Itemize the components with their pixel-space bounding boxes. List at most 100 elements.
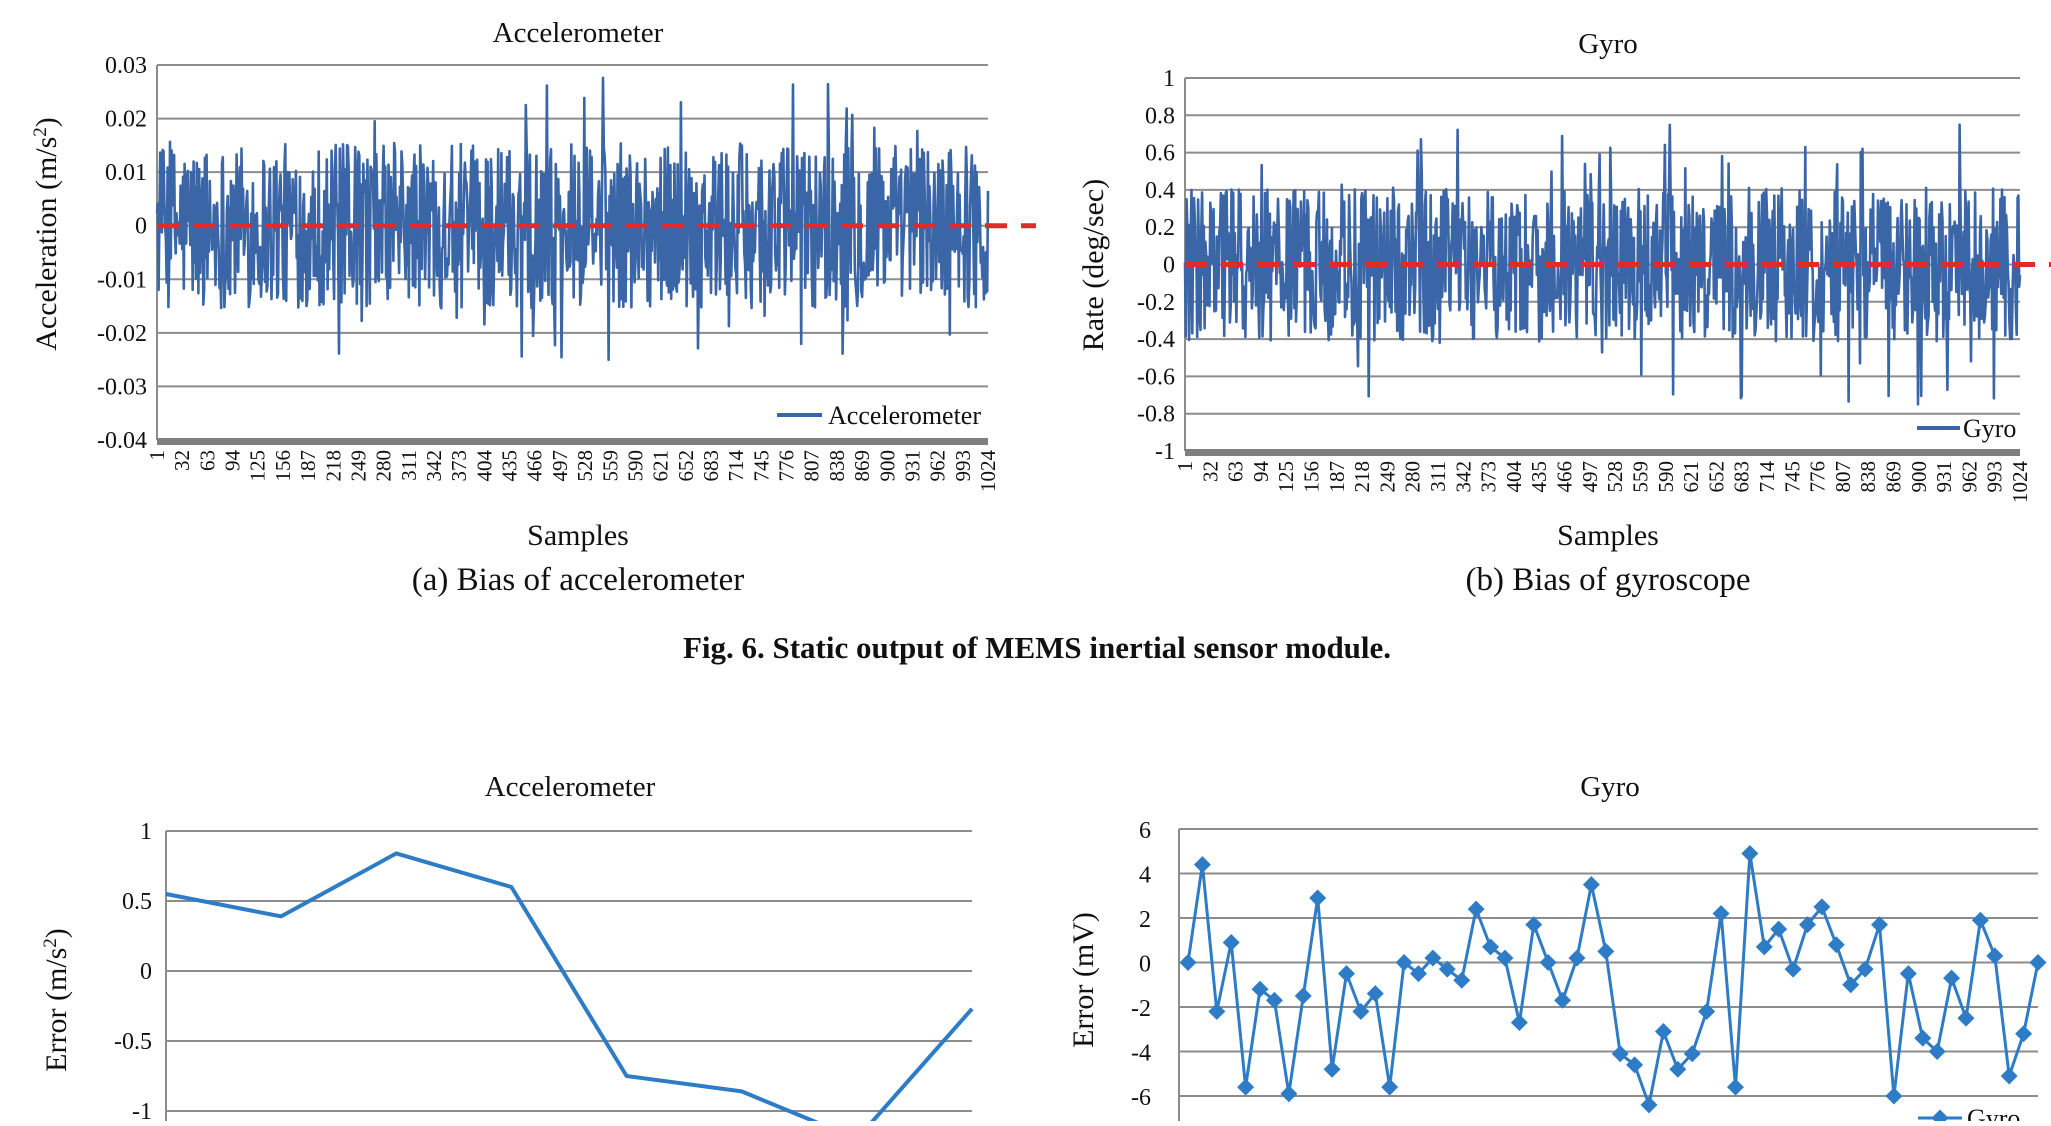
- data-point-marker: [1539, 954, 1557, 971]
- y-tick-label: 0.4: [1145, 178, 1175, 204]
- x-tick-label: 1024: [2008, 461, 2032, 504]
- x-tick-label: 807: [1831, 461, 1855, 493]
- data-point-marker: [1726, 1078, 1744, 1096]
- y-tick-label: 0.02: [105, 107, 147, 133]
- data-point-marker: [1280, 1085, 1298, 1103]
- x-tick-labels: 1 32 63 94 125 156 187 218 249 280 311 342 373 404 435…: [145, 450, 1000, 493]
- y-tick-label: 4: [1139, 863, 1151, 889]
- y-tick-label: -0.5: [114, 1029, 152, 1055]
- y-axis-label: Acceleration (m/s2): [30, 117, 64, 351]
- data-point-marker: [1770, 920, 1788, 938]
- x-tick-label: 807: [800, 450, 824, 482]
- data-point-marker: [1957, 1009, 1975, 1027]
- legend-marker: [1931, 1109, 1949, 1126]
- data-point-marker: [1640, 1096, 1658, 1114]
- x-tick-label: 94: [1249, 461, 1273, 483]
- x-tick-label: 249: [1375, 461, 1399, 493]
- data-point-marker: [1856, 960, 1874, 978]
- x-tick-label: 218: [1350, 461, 1374, 493]
- data-point-marker: [1899, 965, 1917, 983]
- x-tick-label: 1024: [976, 450, 1000, 493]
- gyro-error-series: [1179, 844, 2047, 1114]
- data-point-marker: [1755, 938, 1773, 956]
- x-tick-label: 435: [1527, 461, 1551, 493]
- data-point-marker: [1582, 876, 1600, 894]
- x-tick-label: 311: [1426, 461, 1450, 492]
- data-point-marker: [1482, 938, 1500, 956]
- x-tick-label: 869: [1881, 461, 1905, 493]
- x-tick-label: 962: [1957, 461, 1981, 493]
- data-point-marker: [1337, 965, 1355, 983]
- x-tick-label: 559: [598, 450, 622, 482]
- y-tick-label: -0.8: [1137, 402, 1175, 428]
- data-point-marker: [2029, 954, 2047, 971]
- data-point-marker: [1842, 976, 1860, 994]
- x-tick-label: 466: [523, 450, 547, 482]
- legend-label: Gyro: [1967, 1104, 2020, 1121]
- x-axis-bar: [157, 438, 988, 445]
- x-tick-label: 1: [145, 450, 169, 461]
- data-point-marker: [1914, 1029, 1932, 1047]
- y-axis-label: Error (mV): [1067, 912, 1100, 1048]
- x-tick-label: 1: [1173, 461, 1197, 472]
- y-tick-label: -0.2: [1137, 290, 1175, 316]
- data-point-marker: [1323, 1060, 1341, 1078]
- accelerometer-bias-chart: Accelerometer 0.03 0.02 0.01 0 -0.01 -0.02 -0.…: [30, 17, 1036, 598]
- y-axis-label: Error (m/s2): [40, 928, 74, 1072]
- data-point-marker: [1467, 900, 1485, 918]
- data-point-marker: [1568, 949, 1586, 967]
- data-point-marker: [2015, 1025, 2033, 1043]
- y-tick-label: 0.5: [122, 889, 152, 915]
- y-tick-label: -6: [1131, 1085, 1151, 1111]
- data-point-marker: [1237, 1078, 1255, 1096]
- y-tick-label: -0.01: [97, 267, 147, 293]
- x-tick-label: 342: [1451, 461, 1475, 493]
- data-point-marker: [1251, 980, 1269, 998]
- data-point-marker: [1712, 905, 1730, 923]
- x-tick-label: 745: [749, 450, 773, 482]
- x-tick-label: 404: [472, 450, 496, 482]
- x-tick-label: 652: [674, 450, 698, 482]
- series-line: [1186, 852, 2040, 1107]
- y-tick-label: -1: [1155, 439, 1175, 465]
- data-point-marker: [1626, 1056, 1644, 1074]
- data-point-marker: [1928, 1043, 1946, 1060]
- x-tick-label: 838: [1856, 461, 1880, 493]
- chart-title: Gyro: [1578, 28, 1638, 60]
- data-point-marker: [1496, 949, 1514, 967]
- x-tick-label: 497: [1578, 461, 1602, 493]
- x-tick-label: 838: [825, 450, 849, 482]
- x-tick-label: 714: [1755, 461, 1779, 493]
- x-tick-label: 745: [1780, 461, 1804, 493]
- y-axis-label: Rate (deg/sec): [1077, 179, 1110, 351]
- x-tick-label: 187: [1325, 461, 1349, 493]
- x-axis-label: Samples: [527, 519, 629, 552]
- y-tick-label: 1: [1163, 66, 1175, 92]
- x-tick-label: 125: [1274, 461, 1298, 493]
- x-tick-label: 590: [623, 450, 647, 482]
- data-point-marker: [1986, 947, 2004, 965]
- x-tick-label: 621: [1679, 461, 1703, 493]
- series-line: [165, 851, 974, 1126]
- x-tick-label: 621: [649, 450, 673, 482]
- x-tick-label: 187: [296, 450, 320, 482]
- y-tick-label: 2: [1139, 907, 1151, 933]
- data-point-marker: [1885, 1087, 1903, 1105]
- data-point-marker: [1265, 991, 1283, 1009]
- x-tick-label: 373: [447, 450, 471, 482]
- chart-title: Accelerometer: [485, 771, 656, 803]
- x-tick-label: 993: [951, 450, 975, 482]
- x-tick-label: 900: [875, 450, 899, 482]
- y-tick-label: 0.8: [1145, 103, 1175, 129]
- x-tick-label: 683: [1730, 461, 1754, 493]
- y-tick-label: -4: [1131, 1041, 1151, 1067]
- x-tick-label: 280: [372, 450, 396, 482]
- subcaption-b: (b) Bias of gyroscope: [1465, 562, 1750, 598]
- gyro-error-chart: Gyro 6 4 2 0 -2 -4 -6 Error (mV) Gyro: [1067, 771, 2047, 1126]
- accelerometer-series: [155, 76, 990, 362]
- x-tick-labels: 1 32 63 94 125 156 187 218 249 280 311 342 373 404 435…: [1173, 461, 2032, 504]
- gyro-series: [1183, 123, 2022, 406]
- grid-lines: [165, 830, 972, 1121]
- y-tick-label: -0.04: [97, 428, 147, 454]
- data-point-marker: [1294, 987, 1312, 1005]
